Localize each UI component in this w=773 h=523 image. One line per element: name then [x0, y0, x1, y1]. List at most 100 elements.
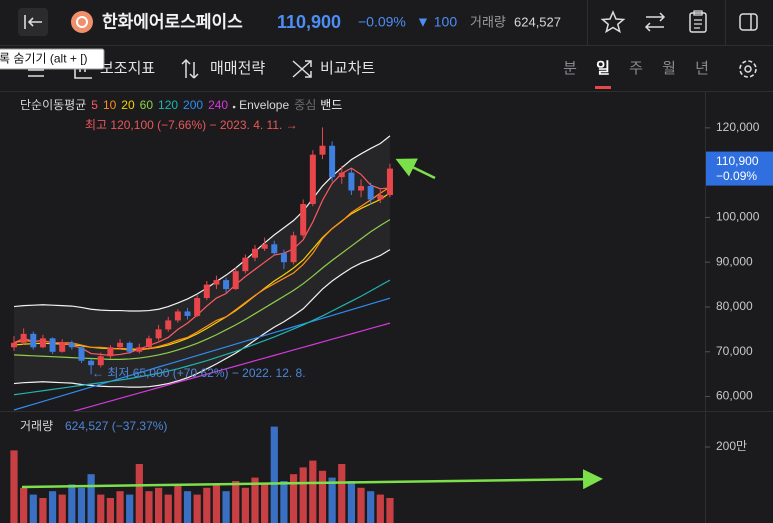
legend: 단순이동평균 5 10 20 60 120 200 240 Envelope 중심 밴드: [20, 98, 342, 112]
candle-body: [290, 235, 297, 263]
candle-body: [145, 338, 152, 348]
volume-bar: [347, 481, 355, 523]
tooltip-box: [0, 48, 105, 70]
candle-body: [319, 145, 326, 155]
volume-label: 거래량: [470, 14, 506, 29]
volume-bar: [183, 491, 192, 523]
stock-logo: [71, 11, 93, 33]
candle-body: [194, 298, 201, 316]
candle-body: [88, 360, 95, 366]
candle-body: [232, 271, 239, 290]
period-tab[interactable]: 월: [662, 60, 676, 77]
low-annotation: ← 최저 65,000 (+70.62%) − 2022. 12. 8.: [92, 366, 306, 380]
volume-bar: [289, 474, 298, 523]
legend-entry: 밴드: [320, 98, 342, 112]
back-icon[interactable]: [27, 17, 42, 27]
back-button[interactable]: [18, 8, 48, 36]
period-tab[interactable]: 일: [596, 60, 610, 77]
volume-title: 거래량: [20, 419, 53, 433]
compare-chart-icon[interactable]: [292, 60, 312, 78]
candle-body: [11, 342, 17, 348]
toolbar-item[interactable]: 비교차트: [320, 60, 375, 77]
moving-average: [13, 186, 391, 351]
favorite-icon[interactable]: [600, 10, 626, 34]
legend-entry: 5: [91, 98, 98, 112]
candle-body: [203, 284, 210, 299]
candle-body: [30, 333, 37, 348]
period-tab[interactable]: 주: [629, 60, 643, 77]
volume-bar: [212, 484, 221, 523]
strategy-icon[interactable]: [181, 58, 199, 79]
drawn-arrow: [21, 469, 603, 490]
candle-body: [358, 186, 365, 191]
last-price-label: 110,900: [716, 154, 759, 168]
volume-bar: [328, 477, 336, 523]
volume-bar: [97, 494, 105, 523]
candle-body: [367, 186, 374, 200]
drawn-arrow: [395, 158, 436, 180]
moving-average: [13, 167, 391, 356]
volume-bar: [241, 487, 249, 523]
legend-entry: 20: [121, 98, 135, 112]
volume-bar: [270, 426, 278, 523]
volume-bar: [232, 481, 240, 523]
compare-icon[interactable]: [644, 12, 666, 32]
y-tick-label: 70,000: [716, 344, 753, 358]
tooltip: 목록 숨기기 (alt + [): [0, 48, 105, 70]
candle-body: [348, 172, 355, 191]
volume-bar: [58, 494, 66, 523]
volume-bar: [193, 494, 201, 523]
settings-icon[interactable]: [744, 65, 752, 73]
y-tick-label: 200만: [716, 439, 747, 453]
moving-average: [72, 322, 391, 411]
volume-bar: [48, 491, 57, 523]
volume-bar: [203, 487, 211, 523]
high-annotation: 최고 120,100 (−7.66%) − 2023. 4. 11. →: [85, 118, 298, 132]
legend-title: 단순이동평균: [20, 98, 86, 112]
candle-body: [377, 195, 384, 200]
candle-body: [39, 338, 46, 348]
list-icon[interactable]: [28, 69, 44, 77]
volume-bar: [135, 464, 143, 523]
candle-body: [261, 244, 268, 249]
settings-icon[interactable]: [739, 60, 757, 78]
toolbar: 보조지표 매매전략 비교차트 분 일 주 월 년: [0, 58, 773, 92]
volume-bar: [10, 450, 18, 523]
candle-body: [213, 280, 220, 285]
last-price-tag: [706, 151, 773, 186]
volume-bar: [367, 491, 375, 523]
period-tab[interactable]: 년: [695, 60, 709, 77]
change-pct: −0.09%: [358, 14, 406, 30]
candle-body: [338, 172, 345, 178]
top-bar: 한화에어로스페이스 110,900 −0.09% ▼ 100 거래량 624,5…: [0, 0, 773, 46]
stock-logo: [76, 16, 88, 28]
panel-icon[interactable]: [739, 13, 758, 31]
volume-bar: [68, 484, 76, 523]
volume-bar: [376, 494, 384, 523]
moving-average: [13, 219, 391, 360]
envelope-lower: [13, 249, 391, 388]
moving-average: [13, 279, 391, 396]
volume-bar: [174, 484, 182, 523]
volume-bar: [386, 498, 394, 523]
volume-bar: [261, 484, 269, 523]
y-tick-label: 60,000: [716, 389, 753, 403]
candle-body: [252, 248, 258, 258]
stock-name: 한화에어로스페이스: [102, 12, 243, 31]
candle-body: [97, 356, 104, 366]
toolbar-item[interactable]: 매매전략: [210, 60, 265, 77]
period-tab[interactable]: 분: [563, 60, 577, 77]
moving-average: [13, 297, 391, 411]
candle-body: [300, 203, 307, 236]
memo-icon[interactable]: [693, 10, 703, 29]
memo-icon[interactable]: [689, 12, 707, 33]
y-tick-label: 120,000: [716, 120, 760, 134]
volume-bar: [357, 487, 365, 523]
toolbar-item[interactable]: 보조지표: [100, 60, 155, 77]
envelope-area: [14, 135, 390, 388]
legend-entry: Envelope: [239, 98, 289, 112]
volume-bar: [77, 487, 86, 523]
last-price-change: −0.09%: [716, 169, 757, 183]
legend-entry: 10: [103, 98, 117, 112]
